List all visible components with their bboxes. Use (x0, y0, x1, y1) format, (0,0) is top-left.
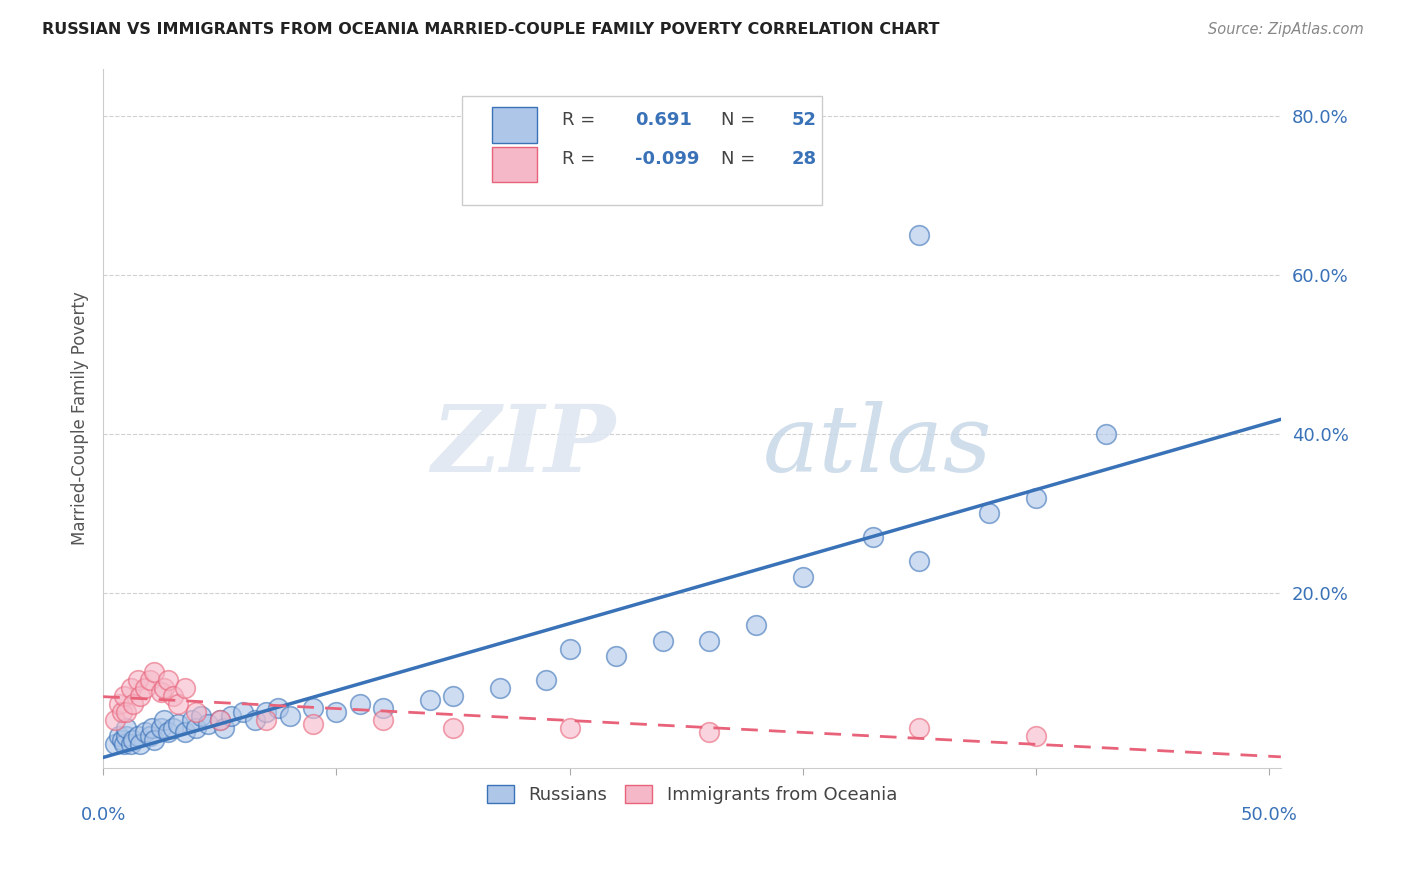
Point (1025, 729, 1047, 743)
Text: 52: 52 (792, 111, 817, 128)
Point (197, 717, 219, 731)
Point (122, 697, 145, 711)
Point (979, 507, 1001, 521)
Text: R =: R = (562, 111, 602, 128)
Point (214, 721, 236, 735)
Point (112, 737, 135, 751)
Text: R =: R = (562, 151, 602, 169)
FancyBboxPatch shape (463, 96, 821, 205)
Point (152, 681, 174, 696)
Point (162, 689, 184, 703)
Point (243, 713, 266, 727)
Point (232, 705, 254, 719)
Point (302, 701, 325, 715)
Point (139, 729, 162, 743)
Point (166, 697, 188, 711)
Point (1025, 491, 1047, 505)
Point (173, 725, 195, 739)
Point (254, 705, 277, 719)
Point (908, 228, 931, 243)
Point (143, 665, 166, 680)
Text: Source: ZipAtlas.com: Source: ZipAtlas.com (1208, 22, 1364, 37)
Point (134, 725, 156, 739)
Point (908, 721, 931, 735)
Point (208, 713, 231, 727)
FancyBboxPatch shape (492, 147, 537, 183)
Point (186, 721, 208, 735)
Point (150, 685, 173, 699)
Point (180, 713, 202, 727)
Point (302, 717, 325, 731)
Point (108, 729, 131, 743)
Point (108, 697, 131, 711)
Point (129, 689, 152, 703)
Point (488, 681, 510, 696)
Point (104, 713, 127, 727)
Text: -0.099: -0.099 (636, 151, 700, 169)
Point (139, 673, 162, 688)
Text: 0.0%: 0.0% (80, 806, 125, 824)
Point (208, 713, 231, 727)
Point (112, 689, 135, 703)
Point (127, 673, 149, 688)
Point (419, 693, 441, 707)
Point (115, 721, 138, 735)
Point (150, 721, 173, 735)
Point (441, 689, 464, 703)
Text: 50.0%: 50.0% (1240, 806, 1298, 824)
Point (115, 705, 138, 719)
Point (558, 641, 581, 656)
Point (699, 633, 721, 648)
Point (254, 713, 277, 727)
Point (792, 570, 814, 584)
Point (371, 701, 394, 715)
Point (325, 705, 347, 719)
Point (699, 725, 721, 739)
Point (111, 705, 134, 719)
Point (122, 732, 145, 747)
Point (558, 721, 581, 735)
Point (278, 709, 301, 723)
Point (134, 681, 156, 696)
Point (127, 729, 149, 743)
Point (221, 709, 243, 723)
FancyBboxPatch shape (492, 107, 537, 143)
Point (534, 673, 557, 688)
Text: 28: 28 (792, 151, 817, 169)
Text: RUSSIAN VS IMMIGRANTS FROM OCEANIA MARRIED-COUPLE FAMILY POVERTY CORRELATION CHA: RUSSIAN VS IMMIGRANTS FROM OCEANIA MARRI… (42, 22, 939, 37)
Point (152, 713, 174, 727)
Text: N =: N = (721, 151, 762, 169)
Point (349, 697, 371, 711)
Point (651, 633, 673, 648)
Point (605, 649, 627, 664)
Point (908, 554, 931, 568)
Point (129, 737, 152, 751)
Point (115, 729, 138, 743)
Point (166, 717, 188, 731)
Point (267, 701, 290, 715)
Text: 0.691: 0.691 (636, 111, 692, 128)
Y-axis label: Married-Couple Family Poverty: Married-Couple Family Poverty (72, 291, 89, 545)
Point (190, 709, 212, 723)
Point (120, 681, 142, 696)
Point (157, 673, 180, 688)
Text: N =: N = (721, 111, 762, 128)
Point (157, 725, 180, 739)
Point (862, 530, 884, 544)
Point (143, 732, 166, 747)
Point (1095, 427, 1118, 442)
Point (141, 721, 163, 735)
Point (104, 737, 127, 751)
Point (173, 681, 195, 696)
Point (441, 721, 464, 735)
Legend: Russians, Immigrants from Oceania: Russians, Immigrants from Oceania (479, 777, 904, 811)
Text: ZIP: ZIP (432, 401, 616, 491)
Point (745, 617, 768, 632)
Point (371, 713, 394, 727)
Point (111, 732, 134, 747)
Point (120, 737, 142, 751)
Point (162, 721, 184, 735)
Point (186, 705, 208, 719)
Text: atlas: atlas (762, 401, 993, 491)
